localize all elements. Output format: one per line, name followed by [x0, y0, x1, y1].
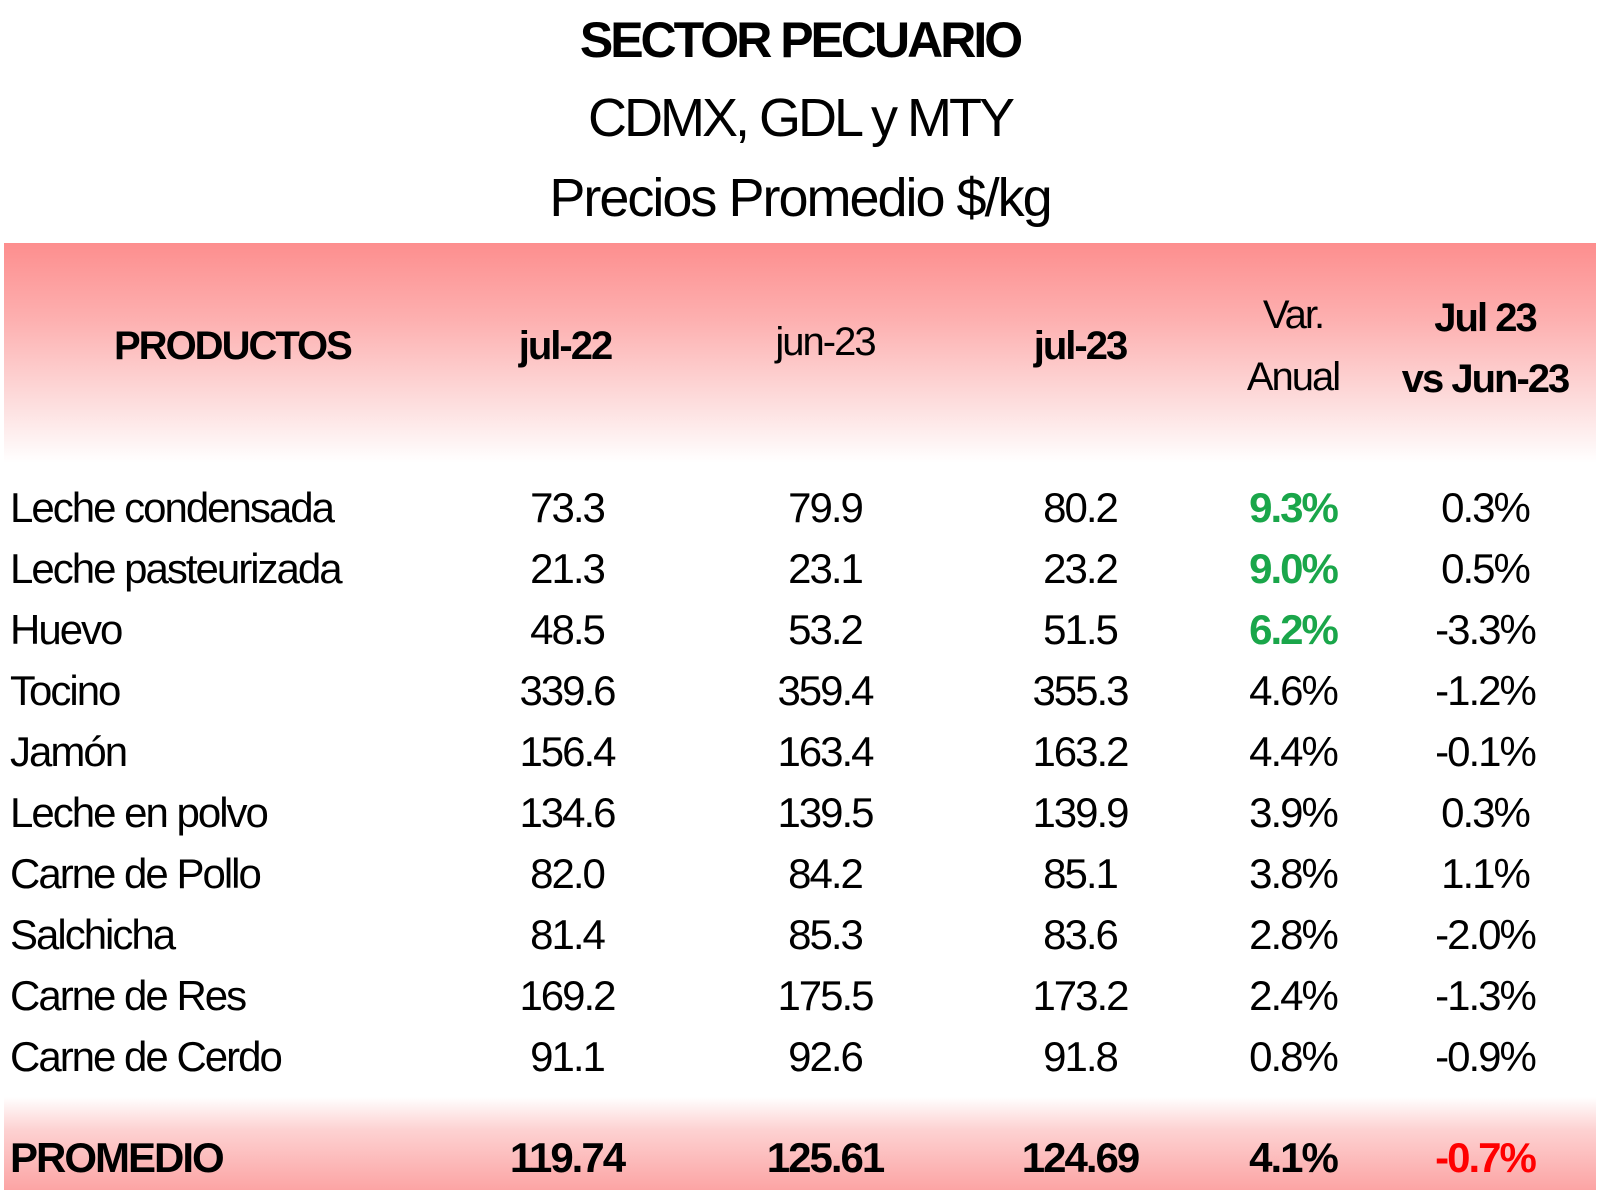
footer-var: 4.1%	[1249, 1134, 1339, 1181]
row-mom: -1.3%	[1435, 972, 1537, 1019]
header-mom-line1: Jul 23	[1434, 296, 1537, 340]
page-title: SECTOR PECUARIO	[579, 12, 1023, 68]
row-jul23: 173.2	[1032, 972, 1129, 1019]
row-mom: 1.1%	[1441, 850, 1531, 897]
row-jul23: 85.1	[1043, 850, 1119, 897]
header-var-line2: Anual	[1246, 355, 1341, 399]
row-jul23: 83.6	[1043, 911, 1119, 958]
row-name: Tocino	[10, 667, 121, 714]
row-mom: -0.1%	[1435, 728, 1537, 775]
row-name: Carne de Cerdo	[10, 1033, 283, 1080]
row-jun23: 23.1	[788, 545, 864, 592]
footer-jul22: 119.74	[509, 1134, 626, 1181]
row-name: Salchicha	[10, 911, 176, 958]
row-jul23: 163.2	[1032, 728, 1129, 775]
row-var: 2.4%	[1249, 972, 1339, 1019]
row-name: Carne de Res	[10, 972, 247, 1019]
row-mom: -2.0%	[1435, 911, 1537, 958]
row-jul23: 139.9	[1032, 789, 1129, 836]
table-footer-band	[4, 1097, 1596, 1190]
row-jun23: 84.2	[788, 850, 864, 897]
header-var-line1: Var.	[1262, 293, 1325, 337]
row-jul23: 91.8	[1043, 1033, 1119, 1080]
row-mom: 0.3%	[1441, 789, 1531, 836]
row-jul22: 73.3	[530, 484, 606, 531]
header-jul22: jul-22	[518, 324, 613, 368]
footer-name: PROMEDIO	[10, 1134, 225, 1181]
row-var: 9.0%	[1249, 545, 1339, 592]
row-var: 3.9%	[1249, 789, 1339, 836]
page-subtitle-cities: CDMX, GDL y MTY	[587, 88, 1015, 148]
row-jul22: 156.4	[519, 728, 616, 775]
row-var: 9.3%	[1249, 484, 1339, 531]
row-jul22: 339.6	[519, 667, 616, 714]
header-mom-line2: vs Jun-23	[1401, 357, 1571, 401]
row-name: Leche en polvo	[10, 789, 269, 836]
row-name: Carne de Pollo	[10, 850, 262, 897]
row-var: 3.8%	[1249, 850, 1339, 897]
row-jul22: 48.5	[530, 606, 606, 653]
row-jun23: 139.5	[777, 789, 874, 836]
row-jul23: 80.2	[1043, 484, 1119, 531]
row-jun23: 163.4	[777, 728, 874, 775]
table-header-band	[4, 243, 1596, 463]
row-jul23: 355.3	[1032, 667, 1129, 714]
row-var: 6.2%	[1249, 606, 1339, 653]
row-jul22: 81.4	[530, 911, 606, 958]
row-jun23: 79.9	[788, 484, 864, 531]
row-mom: -0.9%	[1435, 1033, 1537, 1080]
row-name: Jamón	[10, 728, 128, 775]
row-jun23: 359.4	[777, 667, 874, 714]
footer-mom: -0.7%	[1435, 1134, 1537, 1181]
row-jul22: 82.0	[530, 850, 606, 897]
row-mom: -1.2%	[1435, 667, 1537, 714]
row-jul23: 51.5	[1043, 606, 1119, 653]
row-mom: 0.3%	[1441, 484, 1531, 531]
row-mom: 0.5%	[1441, 545, 1531, 592]
row-mom: -3.3%	[1435, 606, 1537, 653]
row-jul22: 91.1	[530, 1033, 606, 1080]
row-var: 2.8%	[1249, 911, 1339, 958]
page-subtitle-units: Precios Promedio $/kg	[549, 168, 1052, 228]
row-jul22: 21.3	[530, 545, 606, 592]
row-name: Huevo	[10, 606, 123, 653]
header-jul23: jul-23	[1033, 324, 1128, 368]
row-name: Leche condensada	[10, 484, 335, 531]
row-jun23: 175.5	[777, 972, 874, 1019]
row-jul22: 169.2	[519, 972, 616, 1019]
row-var: 0.8%	[1249, 1033, 1339, 1080]
row-jul22: 134.6	[519, 789, 616, 836]
row-jun23: 92.6	[788, 1033, 864, 1080]
footer-jul23: 124.69	[1021, 1134, 1140, 1181]
row-var: 4.4%	[1249, 728, 1339, 775]
row-name: Leche pasteurizada	[10, 545, 343, 592]
header-jun23: jun-23	[775, 320, 876, 364]
row-var: 4.6%	[1249, 667, 1339, 714]
header-productos: PRODUCTOS	[114, 324, 353, 368]
row-jun23: 53.2	[788, 606, 864, 653]
footer-jun23: 125.61	[766, 1134, 885, 1181]
row-jul23: 23.2	[1043, 545, 1119, 592]
row-jun23: 85.3	[788, 911, 864, 958]
